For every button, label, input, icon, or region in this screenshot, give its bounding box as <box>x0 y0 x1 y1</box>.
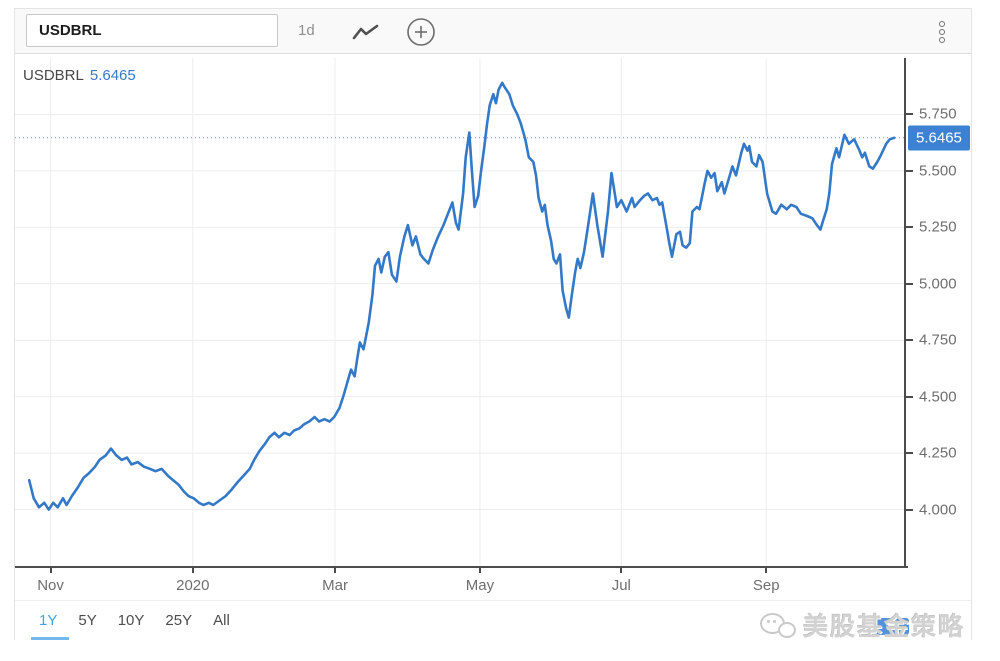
legend-price: 5.6465 <box>89 67 136 84</box>
price-axis-label: 5.250 <box>919 218 957 236</box>
price-line-chart <box>15 58 904 566</box>
range-button-10y[interactable]: 10Y <box>117 612 145 629</box>
price-axis-tick <box>906 113 913 116</box>
price-axis-tick <box>906 508 913 511</box>
time-axis-tick <box>478 568 481 573</box>
price-axis-label: 4.500 <box>919 388 957 406</box>
compare-add-icon[interactable] <box>406 17 436 52</box>
time-axis-tick <box>620 568 623 573</box>
range-selector: 1Y 5Y 10Y 25Y All <box>15 600 971 640</box>
price-axis-label: 5.500 <box>919 162 957 180</box>
legend-symbol: USDBRL <box>23 67 84 84</box>
time-axis-tick <box>765 568 768 573</box>
chart-legend: USDBRL 5.6465 <box>23 67 136 84</box>
time-axis[interactable]: Nov 2020 Mar May Jul Sep <box>15 566 908 600</box>
price-axis-tick <box>906 339 913 342</box>
price-axis-label: 5.000 <box>919 275 957 293</box>
menu-kebab-icon[interactable] <box>936 21 948 43</box>
chart-plot-area[interactable]: USDBRL 5.6465 <box>15 58 904 566</box>
time-axis-label: Nov <box>37 577 64 594</box>
line-style-icon[interactable] <box>351 22 381 47</box>
price-axis-tick <box>906 395 913 398</box>
range-button-all[interactable]: All <box>213 612 230 629</box>
toolbar: 1d <box>15 9 971 54</box>
interval-selector[interactable]: 1d <box>298 22 315 39</box>
price-axis-label: 4.250 <box>919 444 957 462</box>
time-axis-label: 2020 <box>176 577 210 594</box>
price-axis[interactable]: 5.6465 4.000 4.250 4.500 4.750 5.000 5.250 5.5… <box>904 58 972 568</box>
range-button-5y[interactable]: 5Y <box>78 612 97 629</box>
time-axis-tick <box>191 568 194 573</box>
price-axis-tick <box>906 452 913 455</box>
symbol-input[interactable] <box>26 14 278 47</box>
price-axis-tick <box>906 169 913 172</box>
time-axis-label: Sep <box>752 577 780 594</box>
price-axis-label: 5.750 <box>919 105 957 123</box>
price-axis-tick <box>906 226 913 229</box>
active-range-underline <box>31 637 69 640</box>
time-axis-label: Jul <box>611 577 631 594</box>
chart-widget-card: 1d USDBRL 5.6465 5.6465 4.000 4.250 4.500 4.… <box>14 8 972 641</box>
time-axis-tick <box>334 568 337 573</box>
range-button-25y[interactable]: 25Y <box>165 612 193 629</box>
current-price-label: 5.6465 <box>908 125 970 151</box>
price-axis-label: 4.750 <box>919 331 957 349</box>
time-axis-label: Mar <box>322 577 348 594</box>
price-axis-tick <box>906 282 913 285</box>
range-button-1y[interactable]: 1Y <box>39 612 58 629</box>
price-axis-label: 4.000 <box>919 501 957 519</box>
time-axis-tick <box>49 568 52 573</box>
time-axis-label: May <box>465 577 495 594</box>
